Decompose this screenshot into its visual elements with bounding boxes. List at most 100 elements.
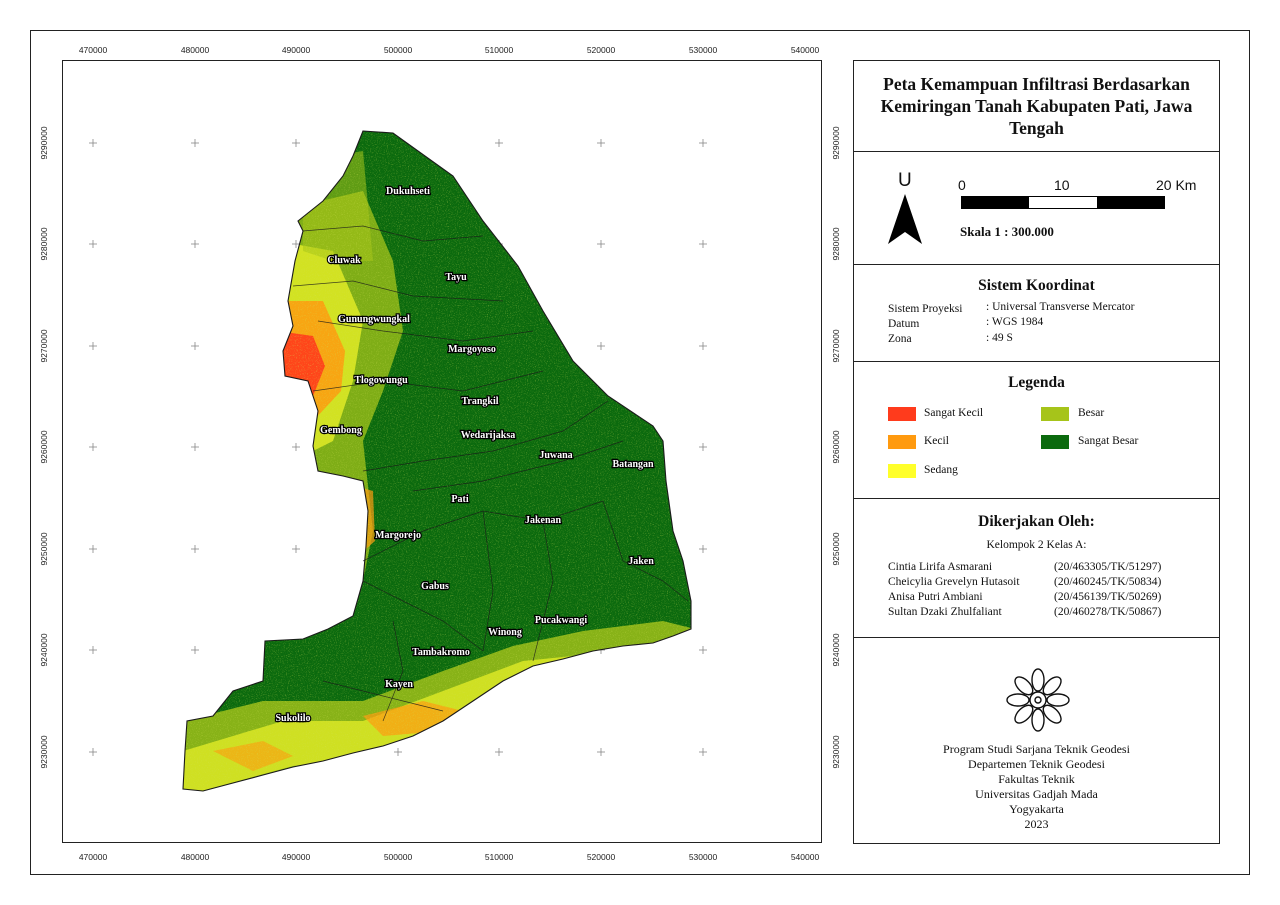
coord-key-projection: Sistem Proyeksi	[888, 303, 963, 315]
coord-value-zone: : 49 S	[986, 332, 1013, 344]
scale-label-10: 10	[1054, 177, 1070, 193]
y-tick-right-5: 9240000	[831, 633, 841, 667]
y-tick-right-1: 9280000	[831, 227, 841, 261]
x-tick-bottom-0: 470000	[78, 852, 108, 862]
x-tick-top-2: 490000	[281, 45, 311, 55]
place-label-gunungwungkal: Gunungwungkal	[338, 314, 410, 325]
map-canvas: Dukuhseti Cluwak Tayu Gunungwungkal Margoyos…	[89, 130, 707, 792]
institution-line-6: 2023	[1024, 817, 1049, 831]
x-tick-bottom-5: 520000	[586, 852, 616, 862]
legend-label-besar: Besar	[1078, 407, 1105, 419]
institution-line-3: Fakultas Teknik	[998, 772, 1075, 786]
place-label-jaken: Jaken	[628, 556, 654, 567]
place-label-sukolilo: Sukolilo	[275, 713, 310, 724]
x-tick-bottom-4: 510000	[484, 852, 514, 862]
member-name-4: Sultan Dzaki Zhulfaliant	[888, 606, 1002, 618]
legend-swatch-sangat-kecil	[888, 407, 916, 421]
legend-box: Legenda Sangat Kecil Kecil Sedang Besar …	[854, 362, 1219, 499]
y-tick-right-4: 9250000	[831, 532, 841, 566]
institution-line-2: Departemen Teknik Geodesi	[968, 757, 1105, 771]
legend-swatch-sangat-besar	[1041, 435, 1069, 449]
x-tick-bottom-3: 500000	[383, 852, 413, 862]
institution-line-1: Program Studi Sarjana Teknik Geodesi	[943, 742, 1130, 756]
x-tick-top-4: 510000	[484, 45, 514, 55]
member-name-3: Anisa Putri Ambiani	[888, 591, 983, 603]
credits-heading: Dikerjakan Oleh:	[978, 513, 1095, 530]
coord-key-datum: Datum	[888, 318, 920, 330]
grid-marks	[89, 139, 707, 756]
map-sheet-border	[30, 30, 1250, 875]
place-label-tambakromo: Tambakromo	[412, 647, 470, 658]
institution-line-5: Yogyakarta	[1009, 802, 1064, 816]
y-tick-left-6: 9230000	[39, 735, 49, 769]
y-tick-right-6: 9230000	[831, 735, 841, 769]
ugm-logo-icon	[1006, 668, 1070, 732]
north-label: U	[898, 170, 912, 191]
legend-label-sedang: Sedang	[924, 464, 958, 476]
member-nim-2: (20/460245/TK/50834)	[1054, 576, 1162, 588]
legend-swatch-kecil	[888, 435, 916, 449]
place-label-winong: Winong	[488, 627, 522, 638]
legend-swatch-sedang	[888, 464, 916, 478]
scale-text: Skala 1 : 300.000	[960, 224, 1054, 239]
legend-heading: Legenda	[1008, 374, 1065, 391]
place-label-tayu: Tayu	[445, 272, 467, 283]
institution-text: Program Studi Sarjana Teknik Geodesi Dep…	[854, 742, 1219, 832]
member-nim-4: (20/460278/TK/50867)	[1054, 606, 1162, 618]
place-label-wedarijaksa: Wedarijaksa	[461, 430, 515, 441]
y-tick-left-5: 9240000	[39, 633, 49, 667]
place-label-batangan: Batangan	[612, 459, 654, 470]
place-label-dukuhseti: Dukuhseti	[386, 186, 430, 197]
legend-swatch-besar	[1041, 407, 1069, 421]
x-tick-top-3: 500000	[383, 45, 413, 55]
north-arrow-icon	[888, 194, 922, 244]
x-tick-top-5: 520000	[586, 45, 616, 55]
legend-label-sangat-kecil: Sangat Kecil	[924, 407, 984, 419]
place-label-gabus: Gabus	[421, 581, 449, 592]
member-name-2: Cheicylia Grevelyn Hutasoit	[888, 576, 1020, 588]
member-nim-1: (20/463305/TK/51297)	[1054, 561, 1162, 573]
y-tick-left-3: 9260000	[39, 430, 49, 464]
place-label-trangkil: Trangkil	[461, 396, 498, 407]
x-tick-bottom-6: 530000	[688, 852, 718, 862]
coord-heading: Sistem Koordinat	[978, 277, 1095, 294]
y-tick-left-4: 9250000	[39, 532, 49, 566]
x-tick-top-7: 540000	[790, 45, 820, 55]
title-box: Peta Kemampuan Infiltrasi Berdasarkan Ke…	[854, 61, 1219, 152]
place-label-kayen: Kayen	[385, 679, 413, 690]
coord-value-datum: : WGS 1984	[986, 316, 1044, 328]
x-tick-bottom-1: 480000	[180, 852, 210, 862]
place-label-pati: Pati	[451, 494, 468, 505]
y-tick-left-0: 9290000	[39, 126, 49, 160]
place-labels: Dukuhseti Cluwak Tayu Gunungwungkal Margoyos…	[274, 185, 655, 725]
place-label-juwana: Juwana	[539, 450, 572, 461]
member-name-1: Cintia Lirifa Asmarani	[888, 561, 993, 573]
y-tick-right-0: 9290000	[831, 126, 841, 160]
institution-line-4: Universitas Gadjah Mada	[975, 787, 1098, 801]
scale-box: U 0 10 20 Km Skala 1 : 300.000	[854, 152, 1219, 265]
credits-group: Kelompok 2 Kelas A:	[986, 539, 1087, 551]
member-nim-3: (20/456139/TK/50269)	[1054, 591, 1162, 603]
institution-box: Program Studi Sarjana Teknik Geodesi Dep…	[854, 638, 1219, 844]
district-boundaries	[292, 225, 689, 722]
coord-value-projection: : Universal Transverse Mercator	[986, 301, 1135, 313]
x-tick-top-6: 530000	[688, 45, 718, 55]
place-label-margorejo: Margorejo	[375, 530, 421, 541]
y-tick-right-2: 9270000	[831, 329, 841, 363]
legend-label-sangat-besar: Sangat Besar	[1078, 435, 1139, 447]
scale-bar	[961, 196, 1165, 209]
scale-label-20: 20 Km	[1156, 177, 1197, 193]
place-label-margoyoso: Margoyoso	[448, 344, 496, 355]
infiltration-raster	[183, 131, 691, 791]
x-tick-top-1: 480000	[180, 45, 210, 55]
credits-box: Dikerjakan Oleh: Kelompok 2 Kelas A: Cin…	[854, 499, 1219, 638]
y-tick-right-3: 9260000	[831, 430, 841, 464]
map-title: Peta Kemampuan Infiltrasi Berdasarkan Ke…	[880, 74, 1193, 138]
side-panel: Peta Kemampuan Infiltrasi Berdasarkan Ke…	[853, 60, 1220, 844]
place-label-jakenan: Jakenan	[525, 515, 562, 526]
place-label-pucakwangi: Pucakwangi	[535, 615, 587, 626]
place-label-cluwak: Cluwak	[327, 255, 361, 266]
legend-label-kecil: Kecil	[924, 435, 949, 447]
x-tick-bottom-2: 490000	[281, 852, 311, 862]
map-frame: Dukuhseti Cluwak Tayu Gunungwungkal Margoyos…	[62, 60, 822, 843]
